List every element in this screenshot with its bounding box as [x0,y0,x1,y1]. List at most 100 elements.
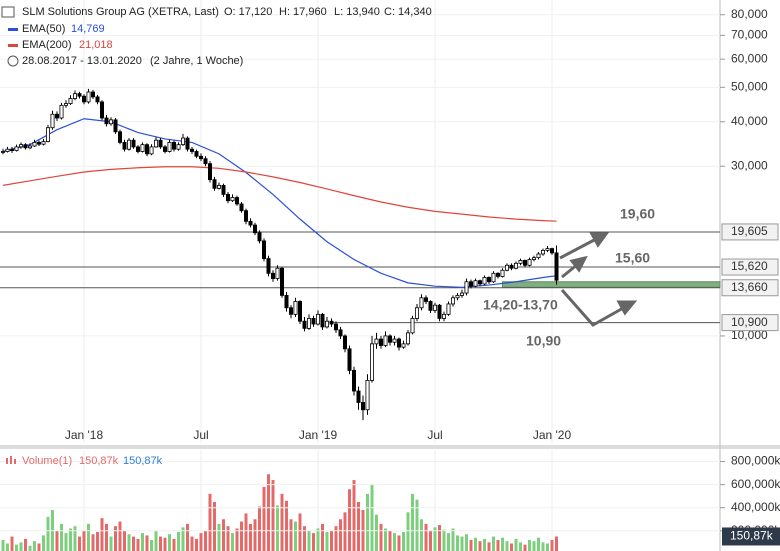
candle-body [68,98,73,104]
x-tick-label: Jul [193,428,208,442]
candle-body [14,146,19,151]
level-label: 15,620 [731,259,768,273]
volume-bar [91,534,95,551]
volume-bar [55,530,59,551]
x-tick-label: Jan '20 [533,428,572,442]
volume-bar [163,537,167,551]
volume-bar [28,545,32,551]
volume-bar [550,540,554,551]
candle-body [207,163,212,181]
candle-body [230,197,235,202]
candle-body [95,96,100,103]
volume-bar [82,530,86,551]
candle-body [279,267,284,296]
candle-body [387,335,392,343]
candle-body [459,292,464,296]
candle-body [315,313,320,325]
legend-label: EMA(50) [22,23,65,35]
candle-body [104,117,109,125]
candle-body [347,348,352,371]
candle-body [32,142,37,147]
candle-body [82,95,87,103]
y-tick-label: 80,000 [731,7,768,21]
volume-bar [249,523,252,551]
candle-body [171,142,176,150]
volume-bar [271,480,275,551]
candle-body [149,146,154,155]
candle-body [477,280,482,285]
volume-bar [109,536,113,551]
candle-body [9,148,14,151]
candle-body [135,146,140,152]
candle-body [486,277,491,283]
volume-bar [285,500,288,551]
candle-body [545,248,550,251]
volume-bar [46,516,50,551]
candle-body [140,144,145,152]
candle-body [333,323,338,331]
volume-bar [154,530,158,551]
candle-body [243,210,248,222]
volume-bar [316,528,320,551]
candle-body [225,193,230,202]
candle-body [167,142,172,152]
volume-bar [1,540,5,551]
candle-body [162,146,167,152]
volume-bar [114,526,117,551]
candle-body [392,338,397,343]
candle-body [293,301,298,315]
candle-body [450,297,455,305]
candle-body [423,297,428,302]
volume-bar [555,536,558,551]
clock-icon [7,55,19,67]
volume-bar [231,533,234,551]
volume-bar [433,527,437,551]
arrow [559,236,599,260]
value-box [722,527,780,546]
level-label: 19,605 [731,224,768,238]
volume-bar [172,538,176,551]
candle-body [113,119,118,133]
candle-body [266,258,271,274]
volume-bar [298,513,302,551]
annotation: 10,90 [526,333,561,349]
annotation: 19,60 [620,206,655,222]
candle-body [86,91,91,103]
volume-bar [168,534,171,551]
candle-body [5,148,10,152]
date-range: 28.08.2017 - 13.01.2020 [22,55,142,67]
volume-bar [177,531,180,551]
candle-body [118,131,123,143]
candle-body [554,252,559,281]
y-tick-label: 10,000 [731,328,768,342]
candle-body [212,179,217,189]
arrows [559,232,638,327]
candle-body [18,144,23,148]
volume-bar [406,512,410,551]
volume-bar [451,528,455,551]
volume-bar [312,533,315,551]
candle-body [144,144,149,155]
volume-bar [384,528,387,551]
candle-body [527,259,532,266]
candle-body [59,104,64,119]
volume-bar [546,543,549,551]
candle-body [509,264,514,269]
support-zone [502,281,721,288]
volume-value: 150,87k [79,455,119,467]
y-tick-label: 600,000k [731,477,780,491]
volume-bar [339,519,342,551]
icon [1,6,15,18]
candle-body [482,277,487,285]
x-tick-label: Jan '19 [299,428,338,442]
candle-body [189,148,194,152]
level-box [721,314,779,332]
volume-bar [253,519,257,551]
arrow-head [569,255,588,273]
candle-body [91,91,96,98]
candle-body [428,301,433,311]
volume-bar [397,535,401,551]
volume-bar [501,537,504,551]
volume-bar [141,533,144,551]
volume-bar [37,543,41,551]
